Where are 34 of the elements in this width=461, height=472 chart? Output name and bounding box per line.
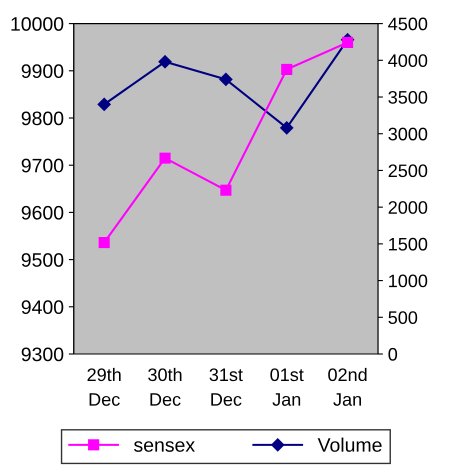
y2-tick-label: 500 <box>388 311 418 324</box>
point <box>98 237 110 248</box>
point <box>281 64 292 75</box>
y-tick-label: 9800 <box>22 111 64 126</box>
point <box>98 98 111 111</box>
y-tick-label: 9700 <box>22 158 64 172</box>
y-tick-label: 10000 <box>11 17 64 31</box>
point <box>158 55 172 68</box>
legend-label: sensex <box>134 441 195 452</box>
point <box>159 152 171 164</box>
y2-tick-label: 2000 <box>388 201 428 214</box>
y2-tick-label: 3000 <box>388 128 428 140</box>
y-tick-label: 9500 <box>22 253 64 267</box>
x-tick-label: 02nd Jan <box>328 368 367 406</box>
point <box>220 184 232 196</box>
x-tick-label: 29th Dec <box>88 368 121 406</box>
y-tick-label: 9300 <box>22 347 64 362</box>
y-tick-label: 9900 <box>22 64 64 78</box>
y2-tick-label: 0 <box>388 348 398 361</box>
point <box>280 121 294 134</box>
y2-tick-label: 1500 <box>389 238 428 251</box>
y2-tick-label: 4000 <box>388 54 428 68</box>
y-tick-label: 9600 <box>22 206 64 220</box>
x-tick-label: 01st Jan <box>270 368 304 406</box>
point <box>219 72 232 86</box>
legend-label: Volume <box>318 438 382 452</box>
y2-tick-label: 1000 <box>389 274 428 288</box>
y-tick-label: 9400 <box>22 300 64 314</box>
x-tick-label: 30th Dec <box>148 368 182 406</box>
point <box>342 36 354 48</box>
x-tick-label: 31st Dec <box>210 368 243 406</box>
y2-tick-label: 4500 <box>388 18 428 30</box>
y2-tick-label: 2500 <box>388 164 428 178</box>
y2-tick-label: 3500 <box>388 90 428 104</box>
